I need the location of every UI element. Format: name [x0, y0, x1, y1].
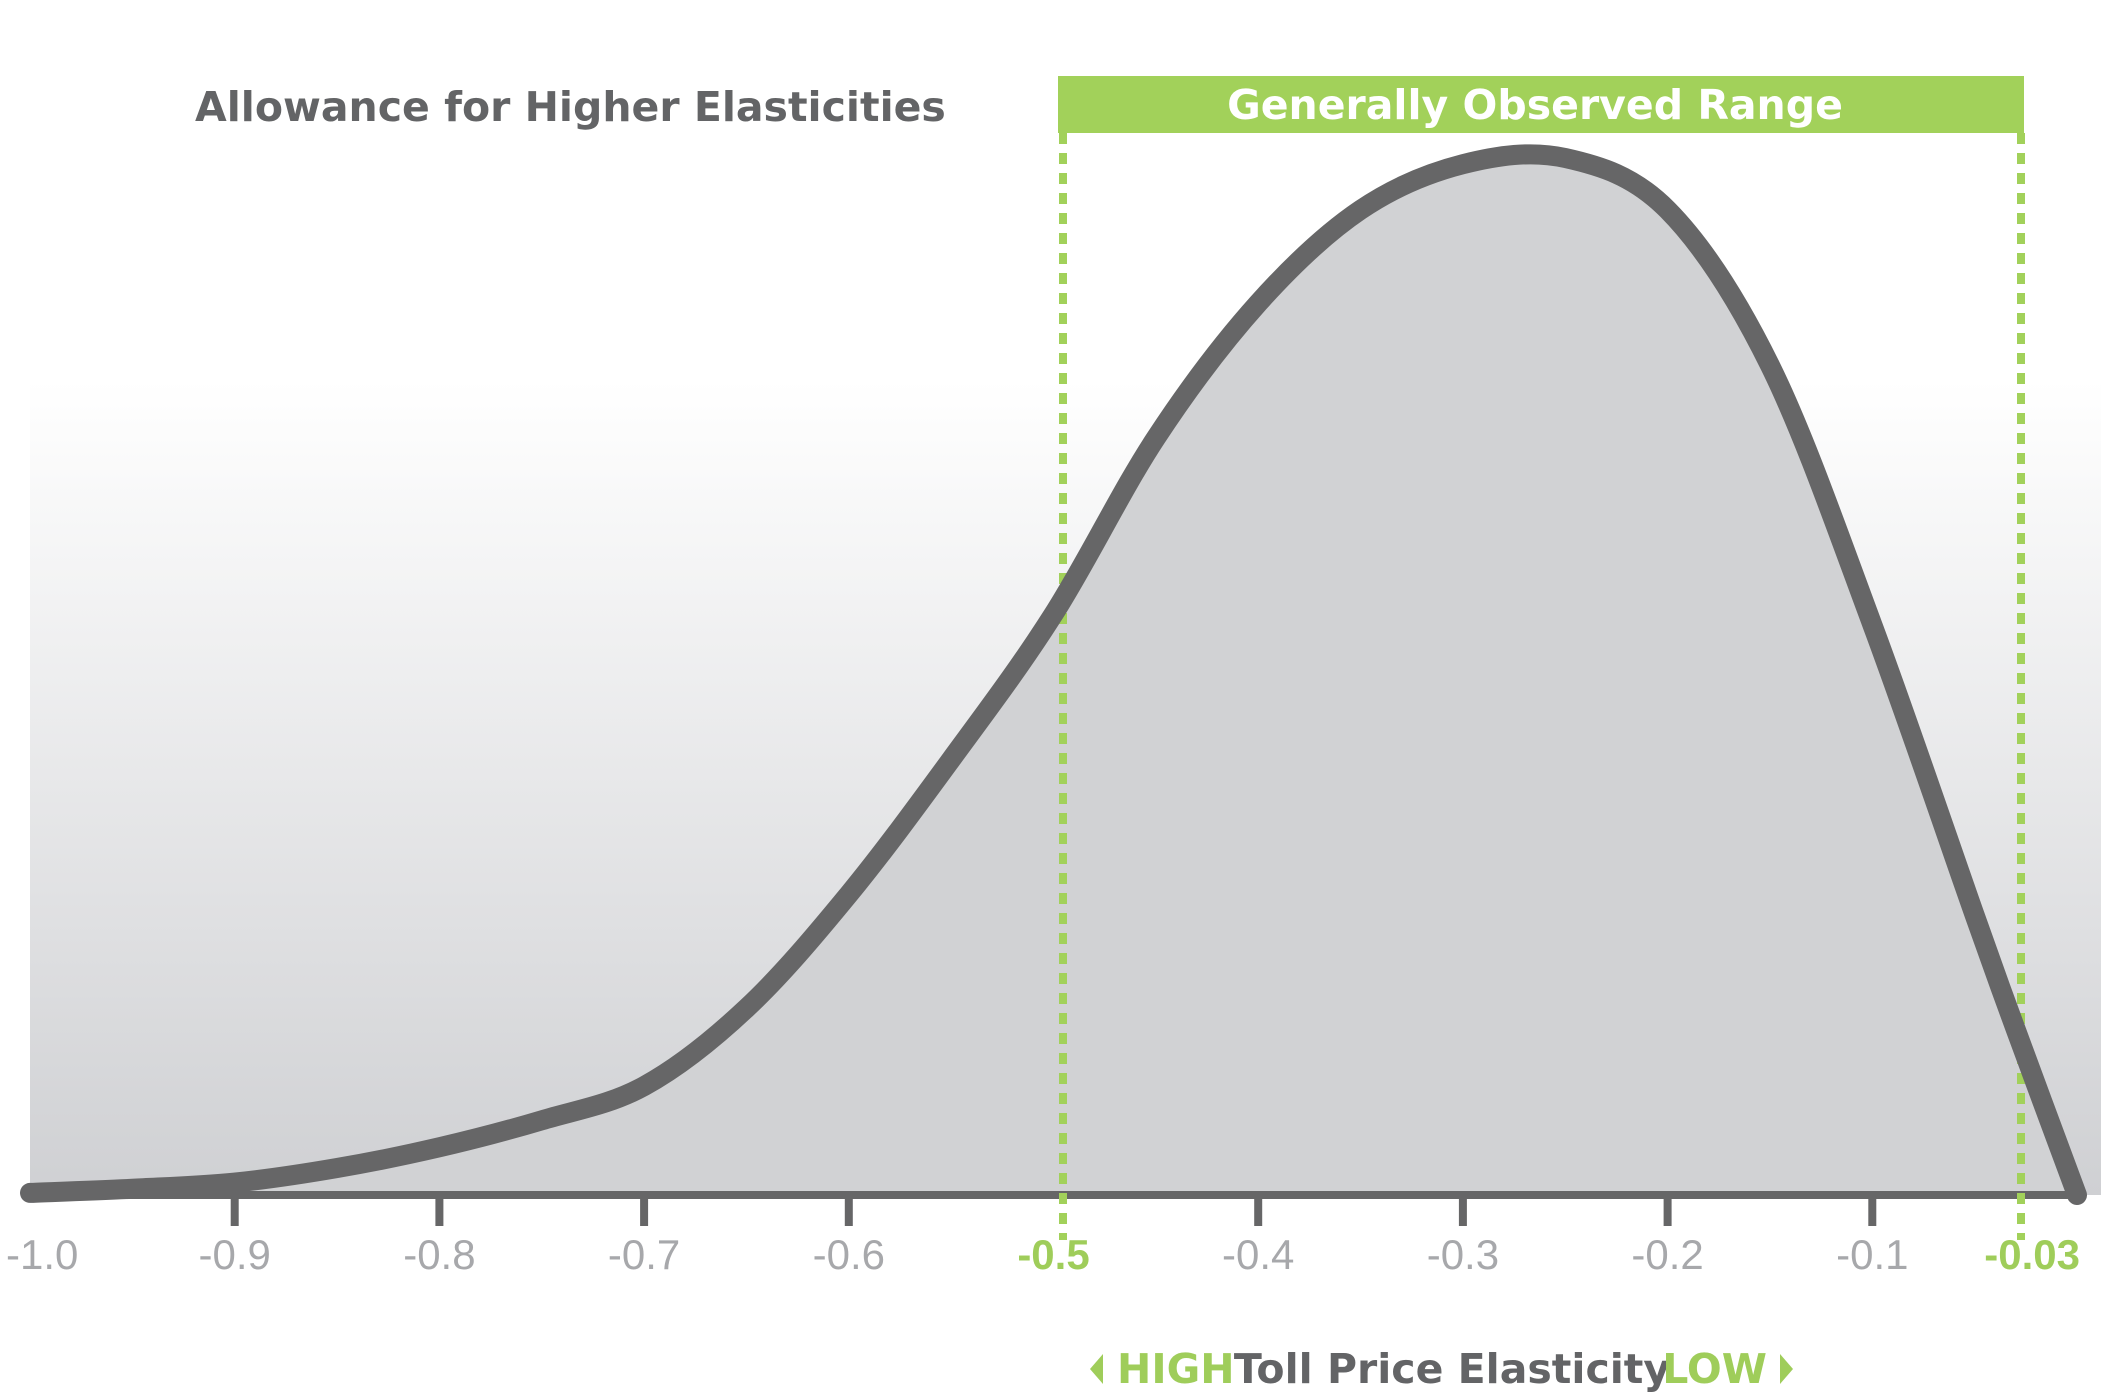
x-tick-label: -0.4 [1222, 1231, 1294, 1278]
distribution-curve [20, 144, 2087, 1205]
x-tick-label: -0.03 [1984, 1231, 2080, 1278]
x-axis-label: Toll Price Elasticity [1234, 1345, 1670, 1393]
right-arrow-icon [1780, 1354, 1793, 1384]
x-tick-label: -0.8 [403, 1231, 475, 1278]
x-tick-label: -0.3 [1427, 1231, 1499, 1278]
x-tick-label: -0.1 [1836, 1231, 1908, 1278]
observed-range-banner [1058, 76, 2024, 133]
x-axis-title-group: HIGH Toll Price Elasticity LOW [1090, 1345, 1793, 1393]
tick-labels: -1.0 -0.9 -0.8 -0.7 -0.6 -0.5 -0.4 -0.3 -0.2 -0.1… [6, 1231, 2080, 1278]
observed-range-label: Generally Observed Range [1227, 81, 1843, 129]
low-label: LOW [1662, 1345, 1767, 1393]
x-tick-label: -1.0 [6, 1231, 78, 1278]
x-tick-label: -0.5 [1017, 1231, 1089, 1278]
area-layer [30, 154, 2077, 1196]
left-arrow-icon [1090, 1354, 1103, 1384]
banner: Generally Observed Range [1058, 76, 2024, 133]
chart-title: Allowance for Higher Elasticities [195, 83, 946, 131]
x-tick-label: -0.9 [199, 1231, 271, 1278]
x-tick-label: -0.2 [1631, 1231, 1703, 1278]
distribution-area [30, 154, 2077, 1196]
high-label: HIGH [1117, 1345, 1235, 1393]
curve-layer [20, 144, 2087, 1205]
x-tick-label: -0.7 [608, 1231, 680, 1278]
x-tick-label: -0.6 [813, 1231, 885, 1278]
tick-layer [230, 1195, 1877, 1226]
